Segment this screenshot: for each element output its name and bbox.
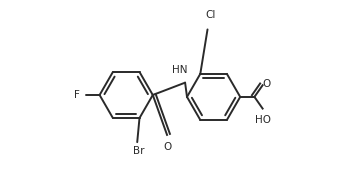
Text: HO: HO [255,115,271,125]
Text: Cl: Cl [206,10,216,20]
Text: F: F [74,90,80,100]
Text: Br: Br [133,146,145,156]
Text: O: O [164,142,172,152]
Text: O: O [263,79,271,89]
Text: HN: HN [172,65,187,75]
